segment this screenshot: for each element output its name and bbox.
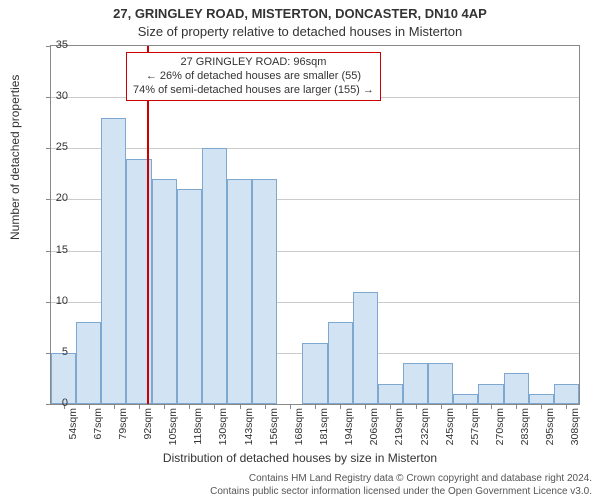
xtick-label: 283sqm [519,408,531,458]
bar [152,179,177,404]
xtick-mark [416,404,417,409]
bar [353,292,378,405]
xtick-mark [315,404,316,409]
gridline [51,148,579,149]
footer-license: Contains public sector information licen… [0,486,592,497]
ytick-label: 25 [28,141,68,153]
bar [504,373,529,404]
ytick-label: 20 [28,192,68,204]
ytick-label: 30 [28,90,68,102]
xtick-label: 257sqm [469,408,481,458]
chart-container: 27, GRINGLEY ROAD, MISTERTON, DONCASTER,… [0,0,600,500]
xtick-label: 156sqm [268,408,280,458]
bar [554,384,579,404]
xtick-label: 308sqm [569,408,581,458]
xtick-label: 79sqm [117,408,129,458]
xtick-mark [466,404,467,409]
ytick-label: 15 [28,244,68,256]
xtick-label: 143sqm [243,408,255,458]
xtick-label: 206sqm [368,408,380,458]
xtick-mark [139,404,140,409]
xtick-mark [189,404,190,409]
bar [202,148,227,404]
xtick-mark [240,404,241,409]
xtick-label: 219sqm [393,408,405,458]
xtick-label: 105sqm [167,408,179,458]
xtick-label: 130sqm [217,408,229,458]
bar [428,363,453,404]
xtick-mark [441,404,442,409]
xtick-label: 168sqm [293,408,305,458]
annotation-box: 27 GRINGLEY ROAD: 96sqm ← 26% of detache… [126,52,381,101]
xtick-label: 295sqm [544,408,556,458]
bar [529,394,554,404]
xtick-mark [566,404,567,409]
xtick-mark [340,404,341,409]
xtick-mark [265,404,266,409]
xtick-label: 67sqm [92,408,104,458]
bar [76,322,101,404]
xtick-label: 181sqm [318,408,330,458]
bar [478,384,503,404]
chart-title-address: 27, GRINGLEY ROAD, MISTERTON, DONCASTER,… [0,6,600,21]
bar [101,118,126,404]
annotation-line-3: 74% of semi-detached houses are larger (… [133,84,374,98]
bar [177,189,202,404]
ytick-label: 10 [28,295,68,307]
ytick-label: 5 [28,346,68,358]
xtick-mark [114,404,115,409]
xtick-label: 118sqm [192,408,204,458]
plot-area: 54sqm67sqm79sqm92sqm105sqm118sqm130sqm14… [50,45,580,405]
ytick-label: 35 [28,39,68,51]
chart-subtitle: Size of property relative to detached ho… [0,24,600,39]
bar [378,384,403,404]
bar [453,394,478,404]
xtick-mark [390,404,391,409]
bar [403,363,428,404]
bar [252,179,277,404]
xtick-mark [89,404,90,409]
xtick-mark [214,404,215,409]
annotation-line-2: ← 26% of detached houses are smaller (55… [133,70,374,84]
footer-copyright: Contains HM Land Registry data © Crown c… [0,473,592,484]
xtick-mark [516,404,517,409]
ytick-label: 0 [28,397,68,409]
xtick-label: 245sqm [444,408,456,458]
xtick-label: 54sqm [67,408,79,458]
xtick-mark [164,404,165,409]
bar [302,343,327,404]
y-axis-label: Number of detached properties [8,75,22,240]
xtick-mark [365,404,366,409]
xtick-mark [290,404,291,409]
xtick-label: 92sqm [142,408,154,458]
xtick-label: 232sqm [419,408,431,458]
xtick-mark [541,404,542,409]
bar [227,179,252,404]
xtick-mark [491,404,492,409]
xtick-label: 194sqm [343,408,355,458]
xtick-label: 270sqm [494,408,506,458]
bar [328,322,353,404]
annotation-line-1: 27 GRINGLEY ROAD: 96sqm [133,56,374,70]
